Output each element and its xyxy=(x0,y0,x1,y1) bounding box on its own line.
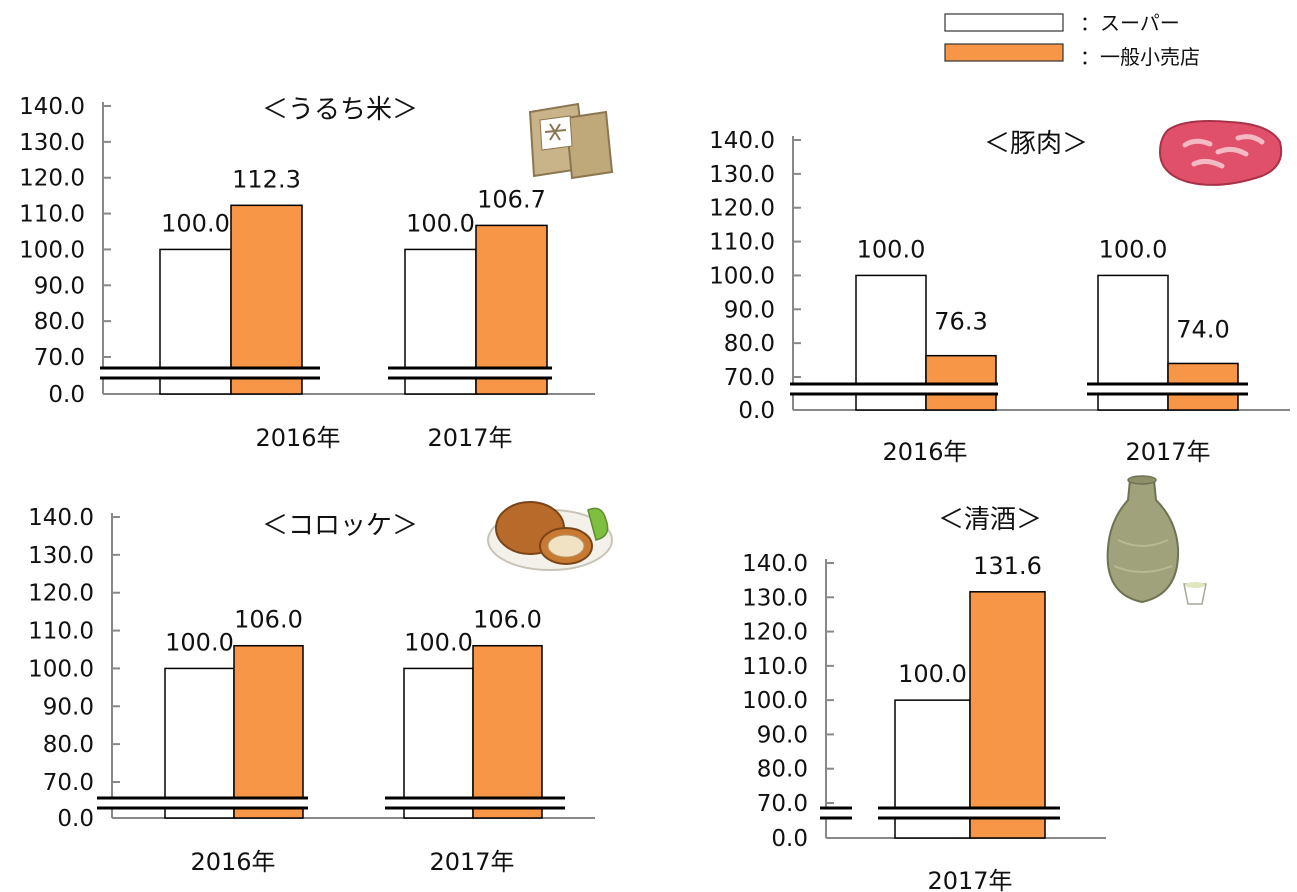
chart-pork: ＜豚肉＞ 0.0 70.0 80.0 90.0 100.0 110.0 120.0 130.0 1… xyxy=(709,128,1290,466)
value-label-super: 100.0 xyxy=(1099,235,1168,263)
y-tick-label: 140.0 xyxy=(19,94,85,120)
legend: ：スーパー ：一般小売店 xyxy=(944,11,1200,69)
value-label-retail: 112.3 xyxy=(232,165,301,193)
bar-retail xyxy=(969,591,1046,839)
y-tick-label: 80.0 xyxy=(724,331,775,357)
y-tick-label: 100.0 xyxy=(709,263,775,289)
category-label: 2017年 xyxy=(1125,438,1210,466)
y-tick-label: 130.0 xyxy=(28,543,94,569)
value-label-retail: 74.0 xyxy=(1176,315,1229,343)
y-tick-label: 70.0 xyxy=(757,791,808,817)
legend-label-retail: ：一般小売店 xyxy=(1080,45,1200,69)
bar-super xyxy=(164,667,235,819)
value-label-retail: 76.3 xyxy=(934,308,987,336)
croquette-icon xyxy=(487,501,613,571)
axis-break-gap xyxy=(790,385,998,394)
bar-retail xyxy=(233,644,304,819)
y-tick-label: 100.0 xyxy=(28,656,94,682)
chart-title: ＜清酒＞ xyxy=(938,505,1042,535)
y-tick-label: 140.0 xyxy=(709,128,775,154)
y-tick-label: 110.0 xyxy=(742,654,808,680)
value-label-retail: 131.6 xyxy=(973,552,1042,580)
y-tick-label: 100.0 xyxy=(19,237,85,263)
chart-title: ＜豚肉＞ xyxy=(984,129,1088,159)
bar-retail xyxy=(472,644,543,819)
legend-swatch-super xyxy=(944,13,1064,32)
y-tick-label: 110.0 xyxy=(19,202,85,228)
y-tick-label: 110.0 xyxy=(28,619,94,645)
axis-break-gap xyxy=(388,369,552,378)
value-label-super: 100.0 xyxy=(404,628,473,656)
category-label: 2017年 xyxy=(927,867,1012,892)
value-label-retail: 106.7 xyxy=(477,185,546,213)
category-label: 2017年 xyxy=(427,424,512,452)
axis-break-gap xyxy=(878,809,1060,818)
bar-super xyxy=(403,667,474,819)
legend-swatch-retail xyxy=(944,43,1064,62)
value-label-retail: 106.0 xyxy=(234,606,303,634)
value-label-super: 100.0 xyxy=(857,235,926,263)
value-label-super: 100.0 xyxy=(165,628,234,656)
y-tick-label: 120.0 xyxy=(28,581,94,607)
chart-rice: ＜うるち米＞ 0.0 70.0 80.0 90.0 100.0 110.0 120.0 130.… xyxy=(19,94,595,452)
value-label-super: 100.0 xyxy=(898,660,967,688)
y-tick-label: 0.0 xyxy=(738,398,775,424)
y-tick-label: 130.0 xyxy=(742,585,808,611)
value-label-super: 100.0 xyxy=(161,209,230,237)
y-tick-label: 90.0 xyxy=(757,722,808,748)
y-tick-label: 70.0 xyxy=(724,365,775,391)
axis-break-gap xyxy=(385,799,565,808)
y-tick-label: 80.0 xyxy=(757,757,808,783)
category-label: 2016年 xyxy=(255,424,340,452)
y-tick-label: 120.0 xyxy=(19,166,85,192)
y-tick-label: 130.0 xyxy=(709,162,775,188)
y-tick-label: 0.0 xyxy=(48,382,85,408)
y-tick-label: 90.0 xyxy=(43,694,94,720)
pork-meat-icon xyxy=(1158,120,1283,186)
y-tick-label: 110.0 xyxy=(709,230,775,256)
category-label: 2016年 xyxy=(882,438,967,466)
y-tick-label: 0.0 xyxy=(57,806,94,832)
axis-break-gap xyxy=(1087,385,1248,394)
y-tick-label: 140.0 xyxy=(28,505,94,531)
rice-bag-icon xyxy=(528,102,614,180)
y-tick-label: 100.0 xyxy=(742,688,808,714)
axis-break-gap xyxy=(820,809,852,818)
category-label: 2016年 xyxy=(190,848,275,876)
bar-retail xyxy=(475,224,548,395)
y-tick-label: 120.0 xyxy=(709,196,775,222)
axis-break-gap xyxy=(100,369,320,378)
sake-bottle-icon xyxy=(1106,475,1207,605)
chart-title: ＜コロッケ＞ xyxy=(262,511,418,541)
axis-break-gap xyxy=(97,799,308,808)
chart-sake: ＜清酒＞ 0.0 70.0 80.0 90.0 100.0 110.0 120.0 130.0 1… xyxy=(742,505,1106,892)
chart-title: ＜うるち米＞ xyxy=(262,95,418,125)
y-tick-label: 90.0 xyxy=(724,297,775,323)
y-tick-label: 120.0 xyxy=(742,620,808,646)
y-tick-label: 80.0 xyxy=(34,309,85,335)
y-tick-label: 0.0 xyxy=(771,826,808,852)
value-label-super: 100.0 xyxy=(406,209,475,237)
legend-label-super: ：スーパー xyxy=(1080,11,1180,35)
y-tick-label: 70.0 xyxy=(43,770,94,796)
y-tick-label: 70.0 xyxy=(34,345,85,371)
y-tick-label: 130.0 xyxy=(19,130,85,156)
y-tick-label: 90.0 xyxy=(34,273,85,299)
y-tick-label: 80.0 xyxy=(43,732,94,758)
bar-retail xyxy=(230,204,303,395)
chart-croquette: ＜コロッケ＞ 0.0 70.0 80.0 90.0 100.0 110.0 120.0 130.… xyxy=(28,505,595,876)
category-label: 2017年 xyxy=(429,848,514,876)
value-label-retail: 106.0 xyxy=(473,606,542,634)
y-tick-label: 140.0 xyxy=(742,551,808,577)
